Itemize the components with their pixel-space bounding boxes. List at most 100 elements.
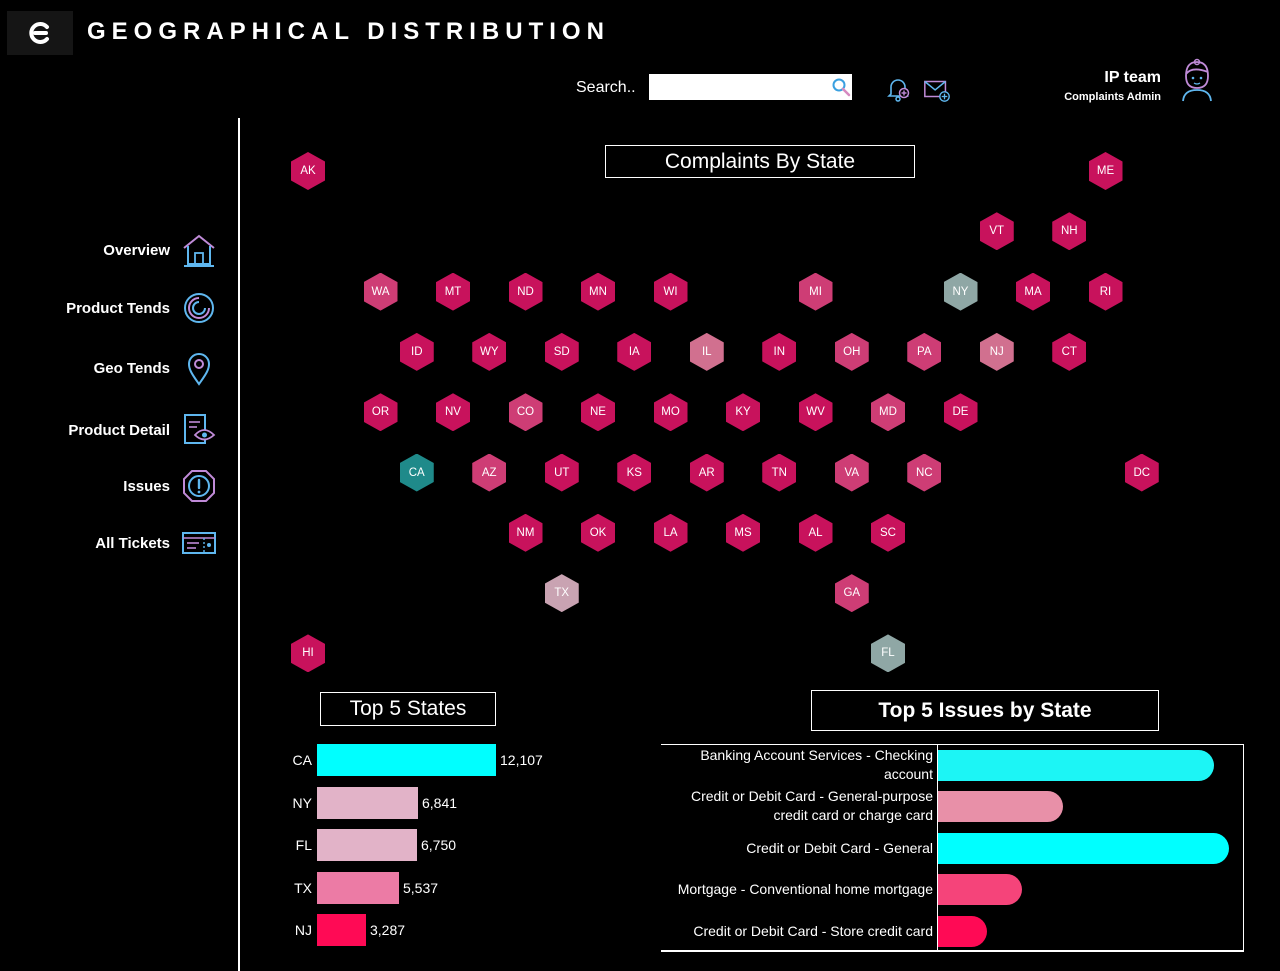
state-hex-mo[interactable]: MO (653, 393, 688, 432)
bell-add-icon[interactable] (883, 74, 913, 104)
state-hex-nj[interactable]: NJ (979, 332, 1014, 371)
state-hex-mt[interactable]: MT (436, 272, 470, 311)
state-hex-id[interactable]: ID (399, 332, 434, 371)
state-hex-hi[interactable]: HI (291, 634, 325, 673)
state-hex-md[interactable]: MD (871, 393, 905, 432)
state-hex-ne[interactable]: NE (581, 393, 615, 432)
state-hex-ri[interactable]: RI (1088, 272, 1123, 311)
sidebar-divider (238, 118, 240, 971)
ticket-icon (182, 532, 216, 554)
issue-label: Credit or Debit Card - General (746, 839, 933, 856)
state-bar-value: 6,750 (421, 837, 457, 853)
nav-geo-trends-label: Geo Tends (93, 359, 170, 377)
state-hex-wi[interactable]: WI (653, 272, 688, 311)
state-hex-la[interactable]: LA (653, 513, 688, 552)
state-hex-nv[interactable]: NV (436, 393, 470, 432)
state-hex-ny[interactable]: NY (943, 272, 978, 311)
state-hex-ut[interactable]: UT (544, 453, 579, 492)
state-hex-ks[interactable]: KS (617, 453, 652, 492)
state-hex-tn[interactable]: TN (762, 453, 797, 492)
trend-swirl-icon (184, 293, 214, 323)
state-bar-nj[interactable] (317, 914, 366, 946)
state-hex-ma[interactable]: MA (1016, 272, 1050, 311)
issue-label: Credit or Debit Card - General-purpose c… (691, 788, 933, 823)
issue-bar-4[interactable] (938, 874, 1022, 905)
issue-bar-1[interactable] (938, 750, 1214, 781)
state-hex-ia[interactable]: IA (617, 332, 652, 371)
nav-product-detail[interactable]: Product Detail (68, 411, 218, 449)
search-icon[interactable] (831, 77, 851, 97)
state-hex-va[interactable]: VA (834, 453, 869, 492)
state-hex-az[interactable]: AZ (472, 453, 507, 492)
state-hex-sc[interactable]: SC (871, 513, 905, 552)
nav-product-trends-label: Product Tends (66, 299, 170, 317)
state-hex-sd[interactable]: SD (544, 332, 579, 371)
state-hex-wa[interactable]: WA (363, 272, 398, 311)
state-hex-mn[interactable]: MN (581, 272, 615, 311)
state-hex-ak[interactable]: AK (291, 152, 325, 190)
state-hex-me[interactable]: ME (1088, 152, 1123, 190)
state-hex-vt[interactable]: VT (979, 212, 1014, 251)
issue-label: Mortgage - Conventional home mortgage (677, 880, 933, 897)
map-title: Complaints By State (605, 145, 915, 178)
search-input[interactable] (649, 74, 852, 100)
state-hex-mi[interactable]: MI (798, 272, 833, 311)
nav-overview[interactable]: Overview (103, 231, 218, 269)
state-hex-al[interactable]: AL (798, 513, 833, 552)
state-hex-ca[interactable]: CA (399, 453, 434, 492)
issue-bar-5[interactable] (938, 916, 987, 947)
state-bar-value: 6,841 (422, 794, 458, 811)
state-bar-label: FL (295, 837, 312, 853)
state-bar-fl[interactable] (317, 829, 417, 861)
nav-product-detail-label: Product Detail (68, 421, 170, 439)
state-hex-wy[interactable]: WY (472, 332, 507, 371)
state-hex-fl[interactable]: FL (871, 634, 905, 673)
state-hex-nc[interactable]: NC (907, 453, 942, 492)
state-bar-ny[interactable] (317, 786, 418, 819)
state-hex-or[interactable]: OR (363, 393, 398, 432)
state-bar-ca[interactable] (317, 744, 496, 776)
state-hex-nh[interactable]: NH (1052, 212, 1087, 251)
page-title: GEOGRAPHICAL DISTRIBUTION (87, 18, 610, 45)
state-hex-in[interactable]: IN (762, 332, 797, 371)
state-hex-dc[interactable]: DC (1124, 453, 1159, 492)
state-hex-ar[interactable]: AR (689, 453, 724, 492)
nav-issues[interactable]: Issues (123, 467, 218, 505)
state-hex-oh[interactable]: OH (834, 332, 869, 371)
issues-chart-frame (661, 744, 1244, 952)
state-hex-ms[interactable]: MS (726, 513, 760, 552)
state-hex-il[interactable]: IL (689, 332, 724, 371)
state-hex-nm[interactable]: NM (508, 513, 543, 552)
state-hex-pa[interactable]: PA (907, 332, 942, 371)
state-bar-tx[interactable] (317, 871, 399, 904)
issues-axis-line (937, 744, 938, 951)
state-hex-ky[interactable]: KY (726, 393, 760, 432)
state-hex-wv[interactable]: WV (798, 393, 833, 432)
mail-add-icon[interactable] (922, 74, 952, 104)
nav-product-trends[interactable]: Product Tends (66, 289, 218, 327)
user-name: IP team (1104, 69, 1161, 86)
state-hex-ct[interactable]: CT (1052, 332, 1087, 371)
state-hex-ga[interactable]: GA (834, 574, 869, 613)
nav-all-tickets-label: All Tickets (95, 534, 170, 552)
state-hex-nd[interactable]: ND (508, 272, 543, 311)
nav-issues-label: Issues (123, 477, 170, 495)
state-hex-ok[interactable]: OK (581, 513, 615, 552)
document-eye-icon (184, 414, 216, 444)
app-logo[interactable] (7, 11, 73, 55)
issue-bar-2[interactable] (938, 791, 1063, 822)
state-bar-value: 12,107 (500, 752, 543, 768)
search-label: Search.. (576, 79, 636, 96)
home-icon (183, 234, 215, 267)
issue-bar-3[interactable] (938, 833, 1229, 864)
top-issues-title: Top 5 Issues by State (811, 690, 1159, 731)
state-hex-de[interactable]: DE (943, 393, 978, 432)
state-bar-label: NY (292, 794, 312, 811)
state-hex-co[interactable]: CO (508, 393, 543, 432)
nav-geo-trends[interactable]: Geo Tends (94, 349, 218, 387)
avatar[interactable] (1178, 58, 1216, 102)
issue-label: Credit or Debit Card - Store credit card (693, 922, 933, 939)
state-hex-tx[interactable]: TX (544, 574, 579, 613)
nav-all-tickets[interactable]: All Tickets (95, 524, 218, 562)
nav-overview-label: Overview (103, 241, 170, 259)
